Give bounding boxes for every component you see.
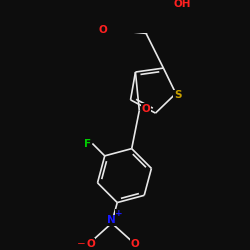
Text: S: S	[174, 90, 182, 101]
Text: F: F	[84, 138, 91, 148]
Text: O: O	[130, 239, 139, 249]
Text: N: N	[107, 215, 116, 225]
Text: OH: OH	[173, 0, 191, 9]
Text: −: −	[77, 239, 86, 249]
Text: +: +	[115, 209, 122, 218]
Text: O: O	[86, 239, 95, 249]
Text: O: O	[142, 104, 151, 114]
Text: O: O	[98, 24, 107, 34]
